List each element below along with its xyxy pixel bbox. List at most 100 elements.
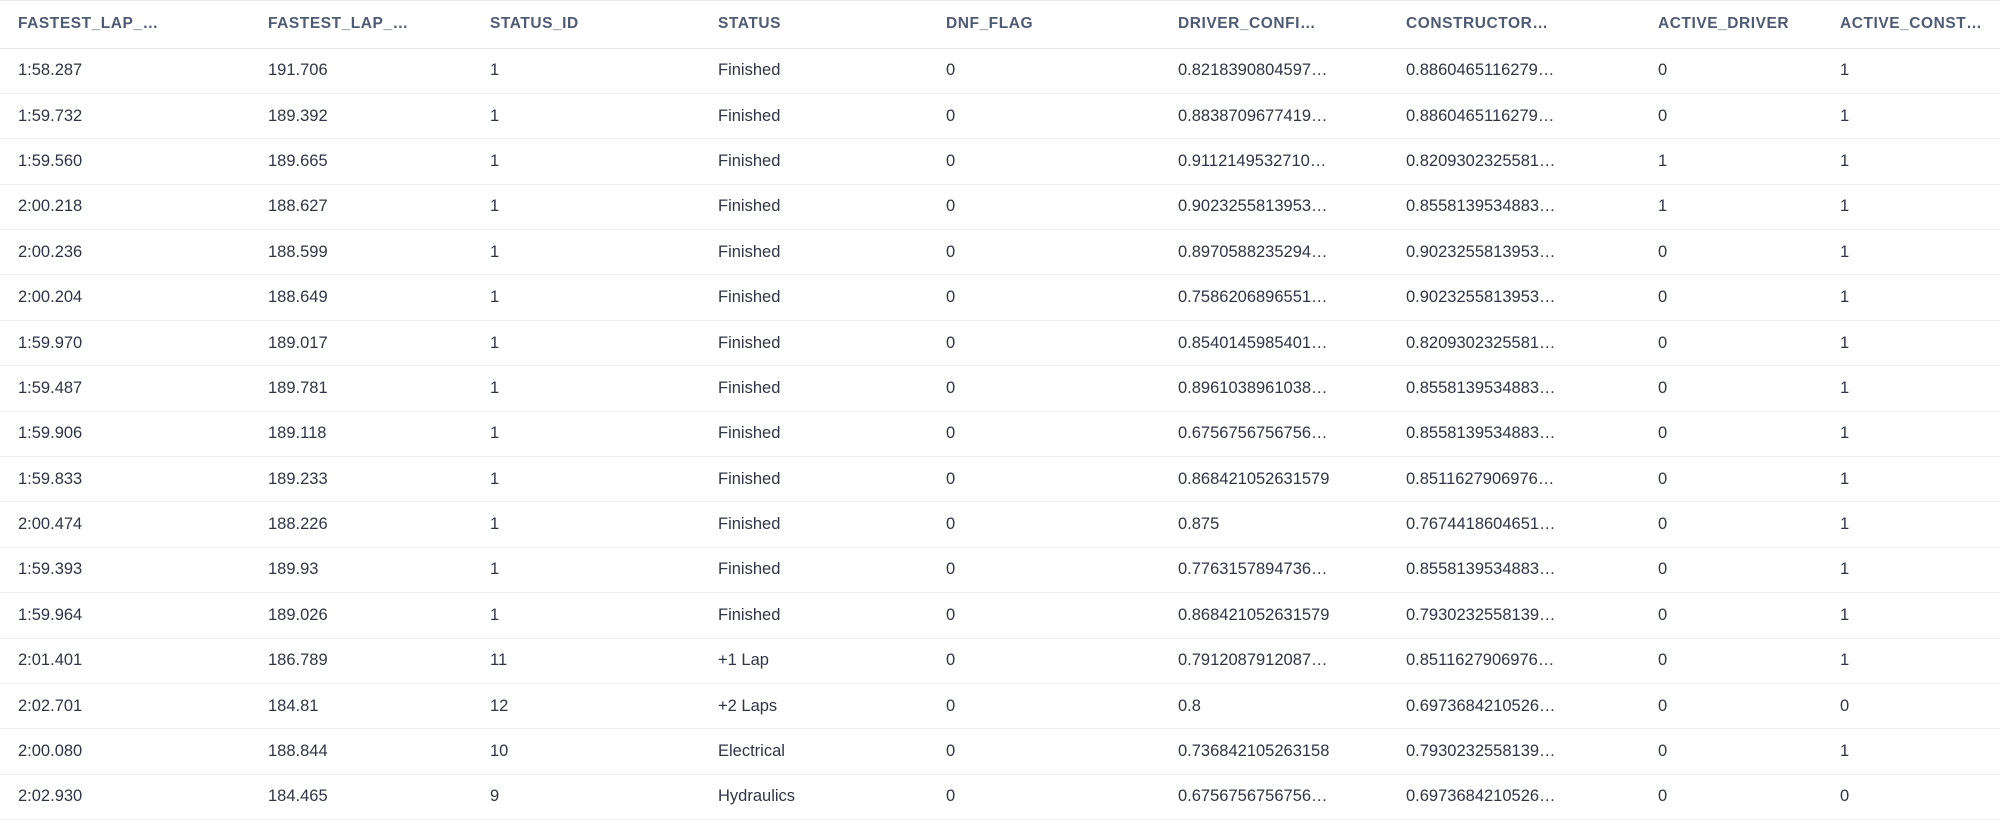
table-row[interactable]: 2:00.236 188.599 1 Finished 0 0.8970588235294… [0, 229, 2000, 276]
cell-fastest_lap_speed: 189.665 [268, 138, 490, 185]
cell-driver_confidence: 0.7586206896551… [1178, 274, 1406, 321]
table-row[interactable]: 1:59.732 189.392 1 Finished 0 0.8838709677419… [0, 93, 2000, 140]
cell-fastest_lap_speed: 189.026 [268, 592, 490, 639]
table-row[interactable]: 1:59.964 189.026 1 Finished 0 0.8684210526315… [0, 592, 2000, 639]
cell-constructor_reliability: 0.8511627906976… [1406, 456, 1658, 503]
cell-fastest_lap_time: 2:00.204 [0, 274, 268, 321]
table-row[interactable]: 2:00.474 188.226 1 Finished 0 0.875 0.76744186… [0, 501, 2000, 548]
cell-status: Finished [718, 229, 946, 276]
cell-fastest_lap_time: 2:02.930 [0, 774, 268, 821]
cell-dnf_flag: 0 [946, 274, 1178, 321]
cell-active_driver: 0 [1658, 48, 1840, 94]
cell-dnf_flag: 0 [946, 93, 1178, 140]
cell-active_driver: 1 [1658, 138, 1840, 185]
column-header-fastest-lap-time[interactable]: FASTEST_LAP_… [0, 1, 268, 49]
table-row[interactable]: 2:02.930 184.465 9 Hydraulics 0 0.67567567567… [0, 774, 2000, 821]
cell-active_constructor: 1 [1840, 728, 2000, 775]
cell-active_driver: 0 [1658, 592, 1840, 639]
cell-status_id: 1 [490, 229, 718, 276]
cell-active_driver: 0 [1658, 320, 1840, 367]
column-header-status[interactable]: STATUS [718, 1, 946, 49]
table-row[interactable]: 1:59.560 189.665 1 Finished 0 0.9112149532710… [0, 138, 2000, 185]
table-row[interactable]: 1:58.287 191.706 1 Finished 0 0.8218390804597… [0, 48, 2000, 94]
table-row[interactable]: 2:02.701 184.81 12 +2 Laps 0 0.8 0.69736842105… [0, 683, 2000, 730]
cell-driver_confidence: 0.6756756756756… [1178, 774, 1406, 821]
cell-status: Finished [718, 547, 946, 594]
cell-status: Finished [718, 456, 946, 503]
table-row[interactable]: 1:59.393 189.93 1 Finished 0 0.7763157894736…… [0, 547, 2000, 594]
cell-dnf_flag: 0 [946, 547, 1178, 594]
cell-active_constructor: 1 [1840, 229, 2000, 276]
column-header-active-constructor[interactable]: ACTIVE_CONST… [1840, 1, 2000, 49]
cell-dnf_flag: 0 [946, 501, 1178, 548]
cell-status_id: 1 [490, 93, 718, 140]
cell-active_driver: 0 [1658, 728, 1840, 775]
cell-dnf_flag: 0 [946, 774, 1178, 821]
cell-fastest_lap_time: 2:00.474 [0, 501, 268, 548]
cell-active_constructor: 1 [1840, 365, 2000, 412]
cell-active_driver: 0 [1658, 93, 1840, 140]
table-body: 1:58.287 191.706 1 Finished 0 0.8218390804597… [0, 48, 2000, 821]
cell-active_driver: 0 [1658, 365, 1840, 412]
column-header-driver-confidence[interactable]: DRIVER_CONFI… [1178, 1, 1406, 49]
cell-dnf_flag: 0 [946, 592, 1178, 639]
cell-fastest_lap_time: 2:00.236 [0, 229, 268, 276]
cell-constructor_reliability: 0.8209302325581… [1406, 320, 1658, 367]
column-header-constructor-reliability[interactable]: CONSTRUCTOR… [1406, 1, 1658, 49]
cell-status_id: 12 [490, 683, 718, 730]
cell-dnf_flag: 0 [946, 365, 1178, 412]
cell-fastest_lap_speed: 191.706 [268, 48, 490, 94]
cell-active_driver: 0 [1658, 547, 1840, 594]
cell-status_id: 1 [490, 547, 718, 594]
table-row[interactable]: 2:00.204 188.649 1 Finished 0 0.7586206896551… [0, 274, 2000, 321]
table-row[interactable]: 1:59.487 189.781 1 Finished 0 0.8961038961038… [0, 365, 2000, 412]
cell-status: +1 Lap [718, 638, 946, 684]
cell-dnf_flag: 0 [946, 456, 1178, 503]
cell-fastest_lap_speed: 189.233 [268, 456, 490, 503]
cell-fastest_lap_speed: 188.844 [268, 728, 490, 775]
column-header-active-driver[interactable]: ACTIVE_DRIVER [1658, 1, 1840, 49]
cell-active_driver: 0 [1658, 274, 1840, 321]
table-row[interactable]: 1:59.970 189.017 1 Finished 0 0.8540145985401… [0, 320, 2000, 367]
cell-constructor_reliability: 0.7930232558139… [1406, 592, 1658, 639]
cell-status: +2 Laps [718, 683, 946, 730]
cell-constructor_reliability: 0.8558139534883… [1406, 411, 1658, 458]
column-header-dnf-flag[interactable]: DNF_FLAG [946, 1, 1178, 49]
cell-active_constructor: 1 [1840, 184, 2000, 231]
cell-fastest_lap_speed: 188.226 [268, 501, 490, 548]
cell-constructor_reliability: 0.8558139534883… [1406, 365, 1658, 412]
column-header-fastest-lap-speed[interactable]: FASTEST_LAP_… [268, 1, 490, 49]
table-row[interactable]: 2:00.218 188.627 1 Finished 0 0.9023255813953… [0, 184, 2000, 231]
cell-status_id: 1 [490, 320, 718, 367]
cell-status_id: 10 [490, 728, 718, 775]
cell-driver_confidence: 0.8970588235294… [1178, 229, 1406, 276]
cell-fastest_lap_speed: 184.81 [268, 683, 490, 730]
cell-constructor_reliability: 0.8558139534883… [1406, 547, 1658, 594]
table-row[interactable]: 1:59.906 189.118 1 Finished 0 0.6756756756756… [0, 411, 2000, 458]
cell-dnf_flag: 0 [946, 184, 1178, 231]
column-header-status-id[interactable]: STATUS_ID [490, 1, 718, 49]
cell-fastest_lap_time: 2:01.401 [0, 638, 268, 684]
cell-constructor_reliability: 0.8511627906976… [1406, 638, 1658, 684]
cell-driver_confidence: 0.9112149532710… [1178, 138, 1406, 185]
cell-status: Finished [718, 184, 946, 231]
cell-status_id: 1 [490, 592, 718, 639]
cell-dnf_flag: 0 [946, 683, 1178, 730]
cell-fastest_lap_time: 1:59.906 [0, 411, 268, 458]
cell-fastest_lap_speed: 189.781 [268, 365, 490, 412]
cell-driver_confidence: 0.7912087912087… [1178, 638, 1406, 684]
cell-constructor_reliability: 0.7674418604651… [1406, 501, 1658, 548]
cell-driver_confidence: 0.7763157894736… [1178, 547, 1406, 594]
table-row[interactable]: 1:59.833 189.233 1 Finished 0 0.8684210526315… [0, 456, 2000, 503]
table-row[interactable]: 2:00.080 188.844 10 Electrical 0 0.7368421052… [0, 728, 2000, 775]
cell-fastest_lap_speed: 189.118 [268, 411, 490, 458]
cell-dnf_flag: 0 [946, 48, 1178, 94]
table-row[interactable]: 2:01.401 186.789 11 +1 Lap 0 0.7912087912087…… [0, 638, 2000, 684]
cell-fastest_lap_speed: 189.017 [268, 320, 490, 367]
cell-fastest_lap_time: 1:59.833 [0, 456, 268, 503]
cell-active_driver: 1 [1658, 184, 1840, 231]
cell-active_constructor: 1 [1840, 638, 2000, 684]
cell-fastest_lap_time: 1:58.287 [0, 48, 268, 94]
cell-fastest_lap_time: 1:59.560 [0, 138, 268, 185]
